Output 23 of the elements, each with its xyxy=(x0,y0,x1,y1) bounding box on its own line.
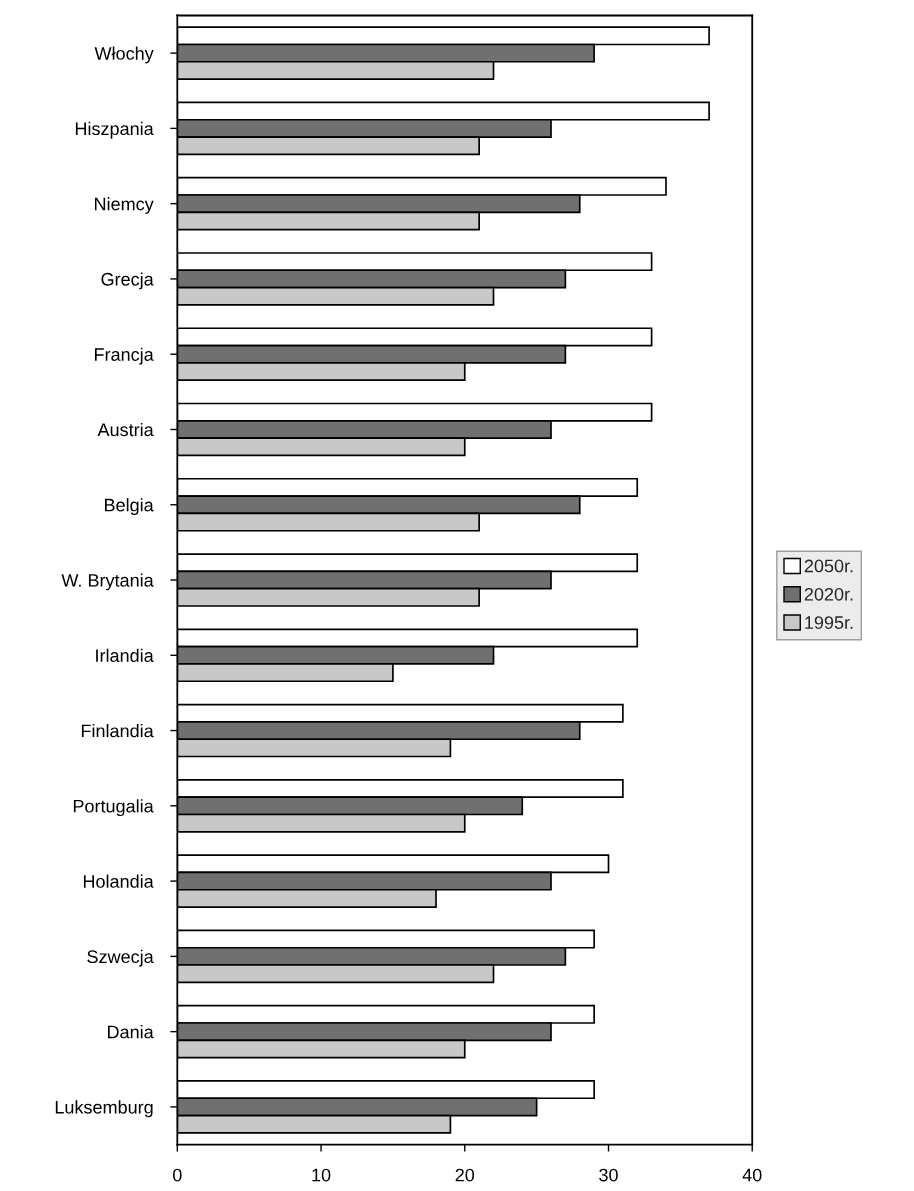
x-tick-label: 0 xyxy=(173,1168,182,1182)
y-tick-label: Belgia xyxy=(105,498,154,516)
y-tick-label: Niemcy xyxy=(95,197,154,214)
x-tick-label: 20 xyxy=(455,1168,475,1182)
y-tick-label: Grecja xyxy=(101,272,154,290)
y-tick-label: Szwecja xyxy=(87,949,154,967)
y-tick-label: Włochy xyxy=(94,46,154,64)
legend-label: 2050r. xyxy=(804,559,853,573)
y-tick-label: Finlandia xyxy=(81,724,154,738)
y-tick-label: Portugalia xyxy=(73,799,154,817)
y-tick-label: Dania xyxy=(108,1025,154,1039)
x-tick-label: 30 xyxy=(599,1168,618,1182)
x-tick-label: 10 xyxy=(312,1168,331,1182)
y-tick-label: Austria xyxy=(97,422,154,437)
y-tick-label: Holandia xyxy=(83,874,154,888)
y-tick-label: Luksemburg xyxy=(55,1100,153,1118)
y-tick-label: Francja xyxy=(94,347,154,365)
legend-label: 2020r. xyxy=(804,587,853,601)
x-tick-label: 40 xyxy=(742,1168,762,1182)
y-tick-label: Irlandia xyxy=(96,648,154,663)
y-tick-label: Hiszpania xyxy=(75,121,154,139)
y-tick-label: W. Brytania xyxy=(61,573,154,591)
legend-label: 1995r. xyxy=(805,616,853,629)
